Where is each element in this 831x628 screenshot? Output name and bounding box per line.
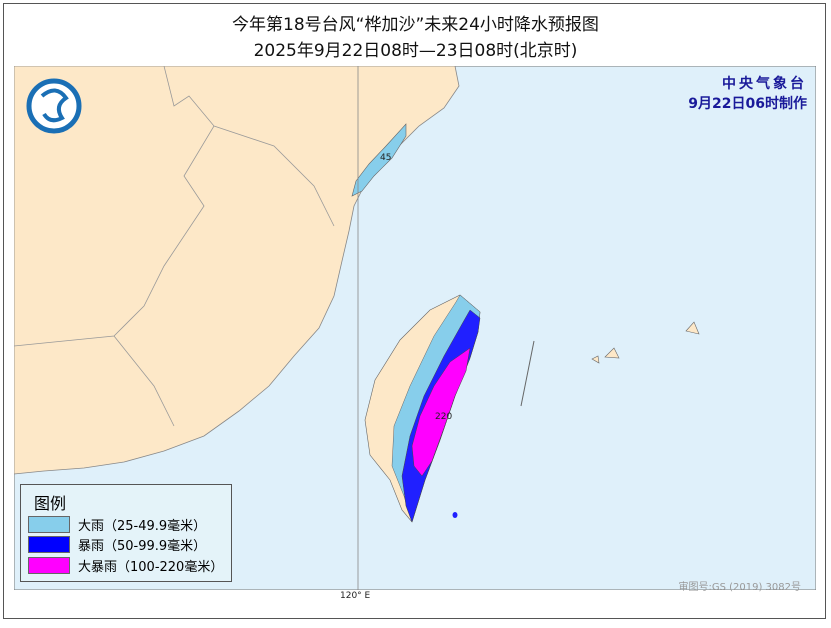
fujian-rain-label: 45 [380,153,391,163]
boundary-line [520,340,535,407]
lanyu-island [452,512,458,518]
taiwan-torrential-rain [411,347,471,477]
map-title: 今年第18号台风“桦加沙”未来24小时降水预报图 [232,15,599,35]
map-subtitle: 2025年9月22日08时—23日08时(北京时) [253,41,578,61]
legend-label: 暴雨（50-99.9毫米） [78,539,207,554]
province-borders [14,66,335,427]
agency-block: 中央气象台 9月22日06时制作 [688,74,807,114]
legend-item-torrential-rain: 大暴雨（100-220毫米） [28,556,223,575]
cma-logo-mark [40,88,69,123]
max-rain-label: 220 [435,412,452,422]
longitude-label: 120° E [340,591,371,601]
legend-label: 大雨（25-49.9毫米） [78,519,207,534]
legend-swatch [28,516,70,533]
issue-time: 9月22日06时制作 [688,96,807,112]
legend-item-rainstorm: 暴雨（50-99.9毫米） [28,535,206,554]
mainland-china [14,66,460,475]
legend-title: 图例 [34,494,67,513]
agency-name: 中央气象台 [722,76,807,92]
legend-swatch [28,536,70,553]
fujian-heavy-rain [351,123,407,197]
ryukyu-islands [591,321,700,364]
legend-swatch [28,557,70,574]
legend-label: 大暴雨（100-220毫米） [78,560,224,575]
legend: 图例 大雨（25-49.9毫米） 暴雨（50-99.9毫米） 大暴雨（100-2… [20,484,232,582]
cma-logo [26,78,82,134]
frame [3,3,826,619]
legend-item-heavy-rain: 大雨（25-49.9毫米） [28,515,206,534]
map-approval-number: 审图号:GS (2019) 3082号 [678,582,801,593]
